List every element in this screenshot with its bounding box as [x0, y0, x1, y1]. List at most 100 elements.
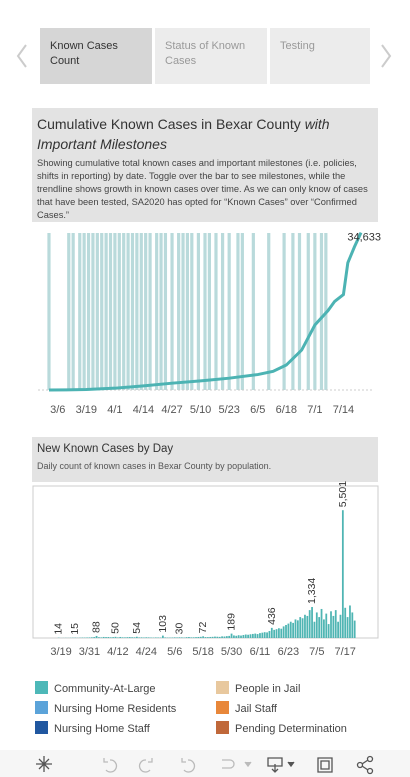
bar[interactable]	[308, 610, 311, 638]
prev-arrow[interactable]	[16, 44, 27, 68]
milestone-bar[interactable]	[170, 233, 174, 390]
milestone-bar[interactable]	[82, 233, 86, 390]
bar[interactable]	[237, 635, 240, 638]
bar[interactable]	[95, 635, 98, 638]
bar[interactable]	[211, 636, 214, 638]
milestone-bar[interactable]	[108, 233, 113, 390]
legend-label[interactable]: Community-At-Large	[54, 683, 155, 695]
bar[interactable]	[216, 636, 219, 638]
bar[interactable]	[135, 636, 138, 638]
bar[interactable]	[202, 636, 205, 638]
bar[interactable]	[263, 632, 266, 638]
bar[interactable]	[280, 628, 283, 638]
milestone-bar[interactable]	[282, 233, 286, 390]
bar[interactable]	[195, 637, 197, 638]
milestone-bar[interactable]	[117, 233, 121, 390]
bar[interactable]	[278, 628, 280, 638]
bar[interactable]	[126, 637, 129, 638]
bar[interactable]	[138, 637, 141, 638]
milestone-bar[interactable]	[67, 233, 71, 390]
bar[interactable]	[176, 637, 178, 638]
bar[interactable]	[109, 637, 112, 638]
milestone-bar[interactable]	[159, 233, 163, 390]
bar[interactable]	[244, 634, 247, 638]
bar[interactable]	[315, 612, 318, 638]
bar[interactable]	[173, 637, 176, 638]
milestone-bar[interactable]	[163, 233, 168, 390]
milestone-bar[interactable]	[71, 233, 75, 390]
bar[interactable]	[256, 634, 259, 638]
legend-swatch[interactable]	[216, 681, 229, 694]
bar[interactable]	[242, 634, 245, 638]
legend-swatch[interactable]	[216, 701, 229, 714]
bar[interactable]	[330, 611, 332, 638]
bar[interactable]	[93, 637, 96, 638]
milestone-bar[interactable]	[240, 233, 244, 390]
milestone-bar[interactable]	[86, 233, 91, 390]
bar[interactable]	[287, 623, 290, 638]
bar[interactable]	[90, 637, 93, 638]
bar[interactable]	[180, 637, 183, 638]
tab[interactable]: Testing	[270, 28, 370, 84]
bar[interactable]	[289, 621, 292, 638]
bar[interactable]	[209, 636, 212, 638]
legend-label[interactable]: Nursing Home Staff	[54, 723, 151, 735]
bar[interactable]	[266, 632, 268, 638]
next-arrow[interactable]	[381, 44, 392, 68]
legend-label[interactable]: Nursing Home Residents	[54, 703, 177, 715]
bar[interactable]	[140, 637, 143, 638]
bar[interactable]	[204, 637, 207, 638]
bar[interactable]	[325, 613, 328, 638]
bar[interactable]	[339, 614, 342, 638]
milestone-bar[interactable]	[181, 233, 185, 390]
bar[interactable]	[107, 637, 110, 638]
bar[interactable]	[344, 607, 347, 638]
bar[interactable]	[233, 635, 235, 638]
milestone-bar[interactable]	[155, 233, 159, 390]
milestone-bar[interactable]	[306, 233, 310, 390]
bar[interactable]	[171, 637, 174, 638]
bar[interactable]	[299, 617, 302, 638]
bar[interactable]	[247, 634, 250, 638]
tab[interactable]: Known Cases Count	[40, 28, 152, 84]
bar[interactable]	[98, 637, 100, 638]
milestone-bar[interactable]	[104, 233, 108, 390]
milestone-bar[interactable]	[113, 233, 117, 390]
bar[interactable]	[223, 636, 226, 638]
milestone-bar[interactable]	[139, 233, 143, 390]
bar[interactable]	[240, 635, 242, 638]
bar[interactable]	[185, 637, 188, 638]
bar[interactable]	[282, 626, 285, 638]
milestone-bar[interactable]	[203, 233, 207, 390]
bar[interactable]	[270, 627, 273, 638]
bar[interactable]	[116, 637, 119, 638]
bar[interactable]	[112, 637, 115, 638]
legend-label[interactable]: Jail Staff	[235, 703, 278, 715]
bar[interactable]	[351, 612, 354, 638]
bar[interactable]	[124, 637, 126, 638]
bar[interactable]	[341, 510, 344, 638]
bar[interactable]	[105, 637, 107, 638]
bar[interactable]	[128, 637, 131, 638]
milestone-bar[interactable]	[267, 233, 271, 390]
bar[interactable]	[131, 637, 133, 638]
bar[interactable]	[323, 619, 325, 638]
bar[interactable]	[218, 636, 221, 638]
bar[interactable]	[188, 637, 190, 638]
bar[interactable]	[294, 619, 297, 638]
bar[interactable]	[206, 637, 209, 638]
bar[interactable]	[349, 605, 351, 638]
bar[interactable]	[157, 637, 160, 638]
milestone-bar[interactable]	[100, 233, 104, 390]
milestone-bar[interactable]	[313, 233, 317, 390]
bar[interactable]	[327, 624, 330, 638]
bar[interactable]	[296, 620, 299, 638]
bar[interactable]	[275, 629, 278, 638]
bar[interactable]	[133, 637, 136, 638]
bar[interactable]	[346, 617, 349, 638]
bar[interactable]	[119, 636, 122, 638]
bar[interactable]	[311, 607, 313, 638]
bar[interactable]	[318, 617, 321, 638]
bar[interactable]	[285, 624, 287, 638]
milestone-bar[interactable]	[319, 233, 324, 390]
